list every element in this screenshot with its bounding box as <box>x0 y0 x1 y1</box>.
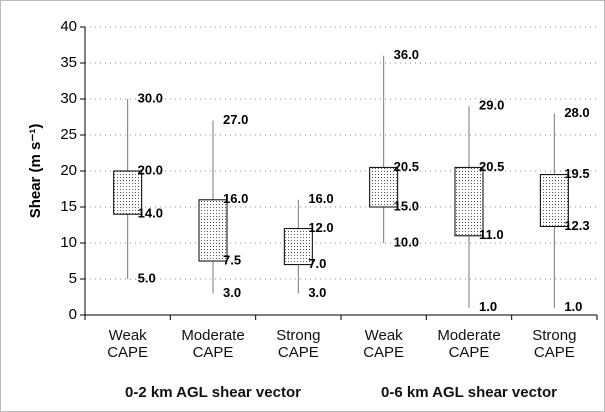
value-label: 3.0 <box>308 285 326 300</box>
value-label: 12.0 <box>308 220 333 235</box>
group-label: 0-2 km AGL shear vector <box>125 384 301 401</box>
x-tick-label: Weak CAPE <box>363 327 405 361</box>
y-axis-label: Shear (m s⁻¹) <box>27 124 44 219</box>
value-label: 36.0 <box>394 47 419 62</box>
value-label: 20.0 <box>138 162 163 177</box>
value-label: 5.0 <box>138 270 156 285</box>
y-tick-label: 20 <box>60 162 77 179</box>
value-label: 1.0 <box>479 299 497 314</box>
y-tick-label: 25 <box>60 126 77 143</box>
value-label: 7.5 <box>223 252 241 267</box>
x-tick-label: Strong CAPE <box>276 327 321 361</box>
value-label: 15.0 <box>394 198 419 213</box>
value-label: 1.0 <box>564 299 582 314</box>
value-label: 12.3 <box>564 218 589 233</box>
y-tick-label: 35 <box>60 54 77 71</box>
value-label: 16.0 <box>308 191 333 206</box>
x-tick-label: Strong CAPE <box>532 327 577 361</box>
box <box>283 228 313 266</box>
x-tick-label: Moderate CAPE <box>181 327 245 361</box>
value-label: 7.0 <box>308 256 326 271</box>
value-label: 28.0 <box>564 105 589 120</box>
value-label: 14.0 <box>138 206 163 221</box>
value-label: 20.5 <box>479 159 504 174</box>
value-label: 19.5 <box>564 166 589 181</box>
y-tick-label: 5 <box>69 270 77 287</box>
value-label: 29.0 <box>479 98 504 113</box>
value-label: 27.0 <box>223 112 248 127</box>
box <box>369 166 399 208</box>
x-tick-label: Weak CAPE <box>107 327 149 361</box>
x-tick-label: Moderate CAPE <box>437 327 501 361</box>
box <box>454 166 484 237</box>
value-label: 30.0 <box>138 90 163 105</box>
box <box>198 199 228 262</box>
y-tick-label: 15 <box>60 198 77 215</box>
y-tick-label: 0 <box>69 306 77 323</box>
group-label: 0-6 km AGL shear vector <box>381 384 557 401</box>
y-tick-label: 40 <box>60 18 77 35</box>
box <box>539 174 569 227</box>
value-label: 11.0 <box>479 227 504 242</box>
y-tick-label: 30 <box>60 90 77 107</box>
box <box>113 170 143 215</box>
value-label: 20.5 <box>394 159 419 174</box>
value-label: 3.0 <box>223 285 241 300</box>
value-label: 10.0 <box>394 234 419 249</box>
value-label: 16.0 <box>223 191 248 206</box>
y-tick-label: 10 <box>60 234 77 251</box>
